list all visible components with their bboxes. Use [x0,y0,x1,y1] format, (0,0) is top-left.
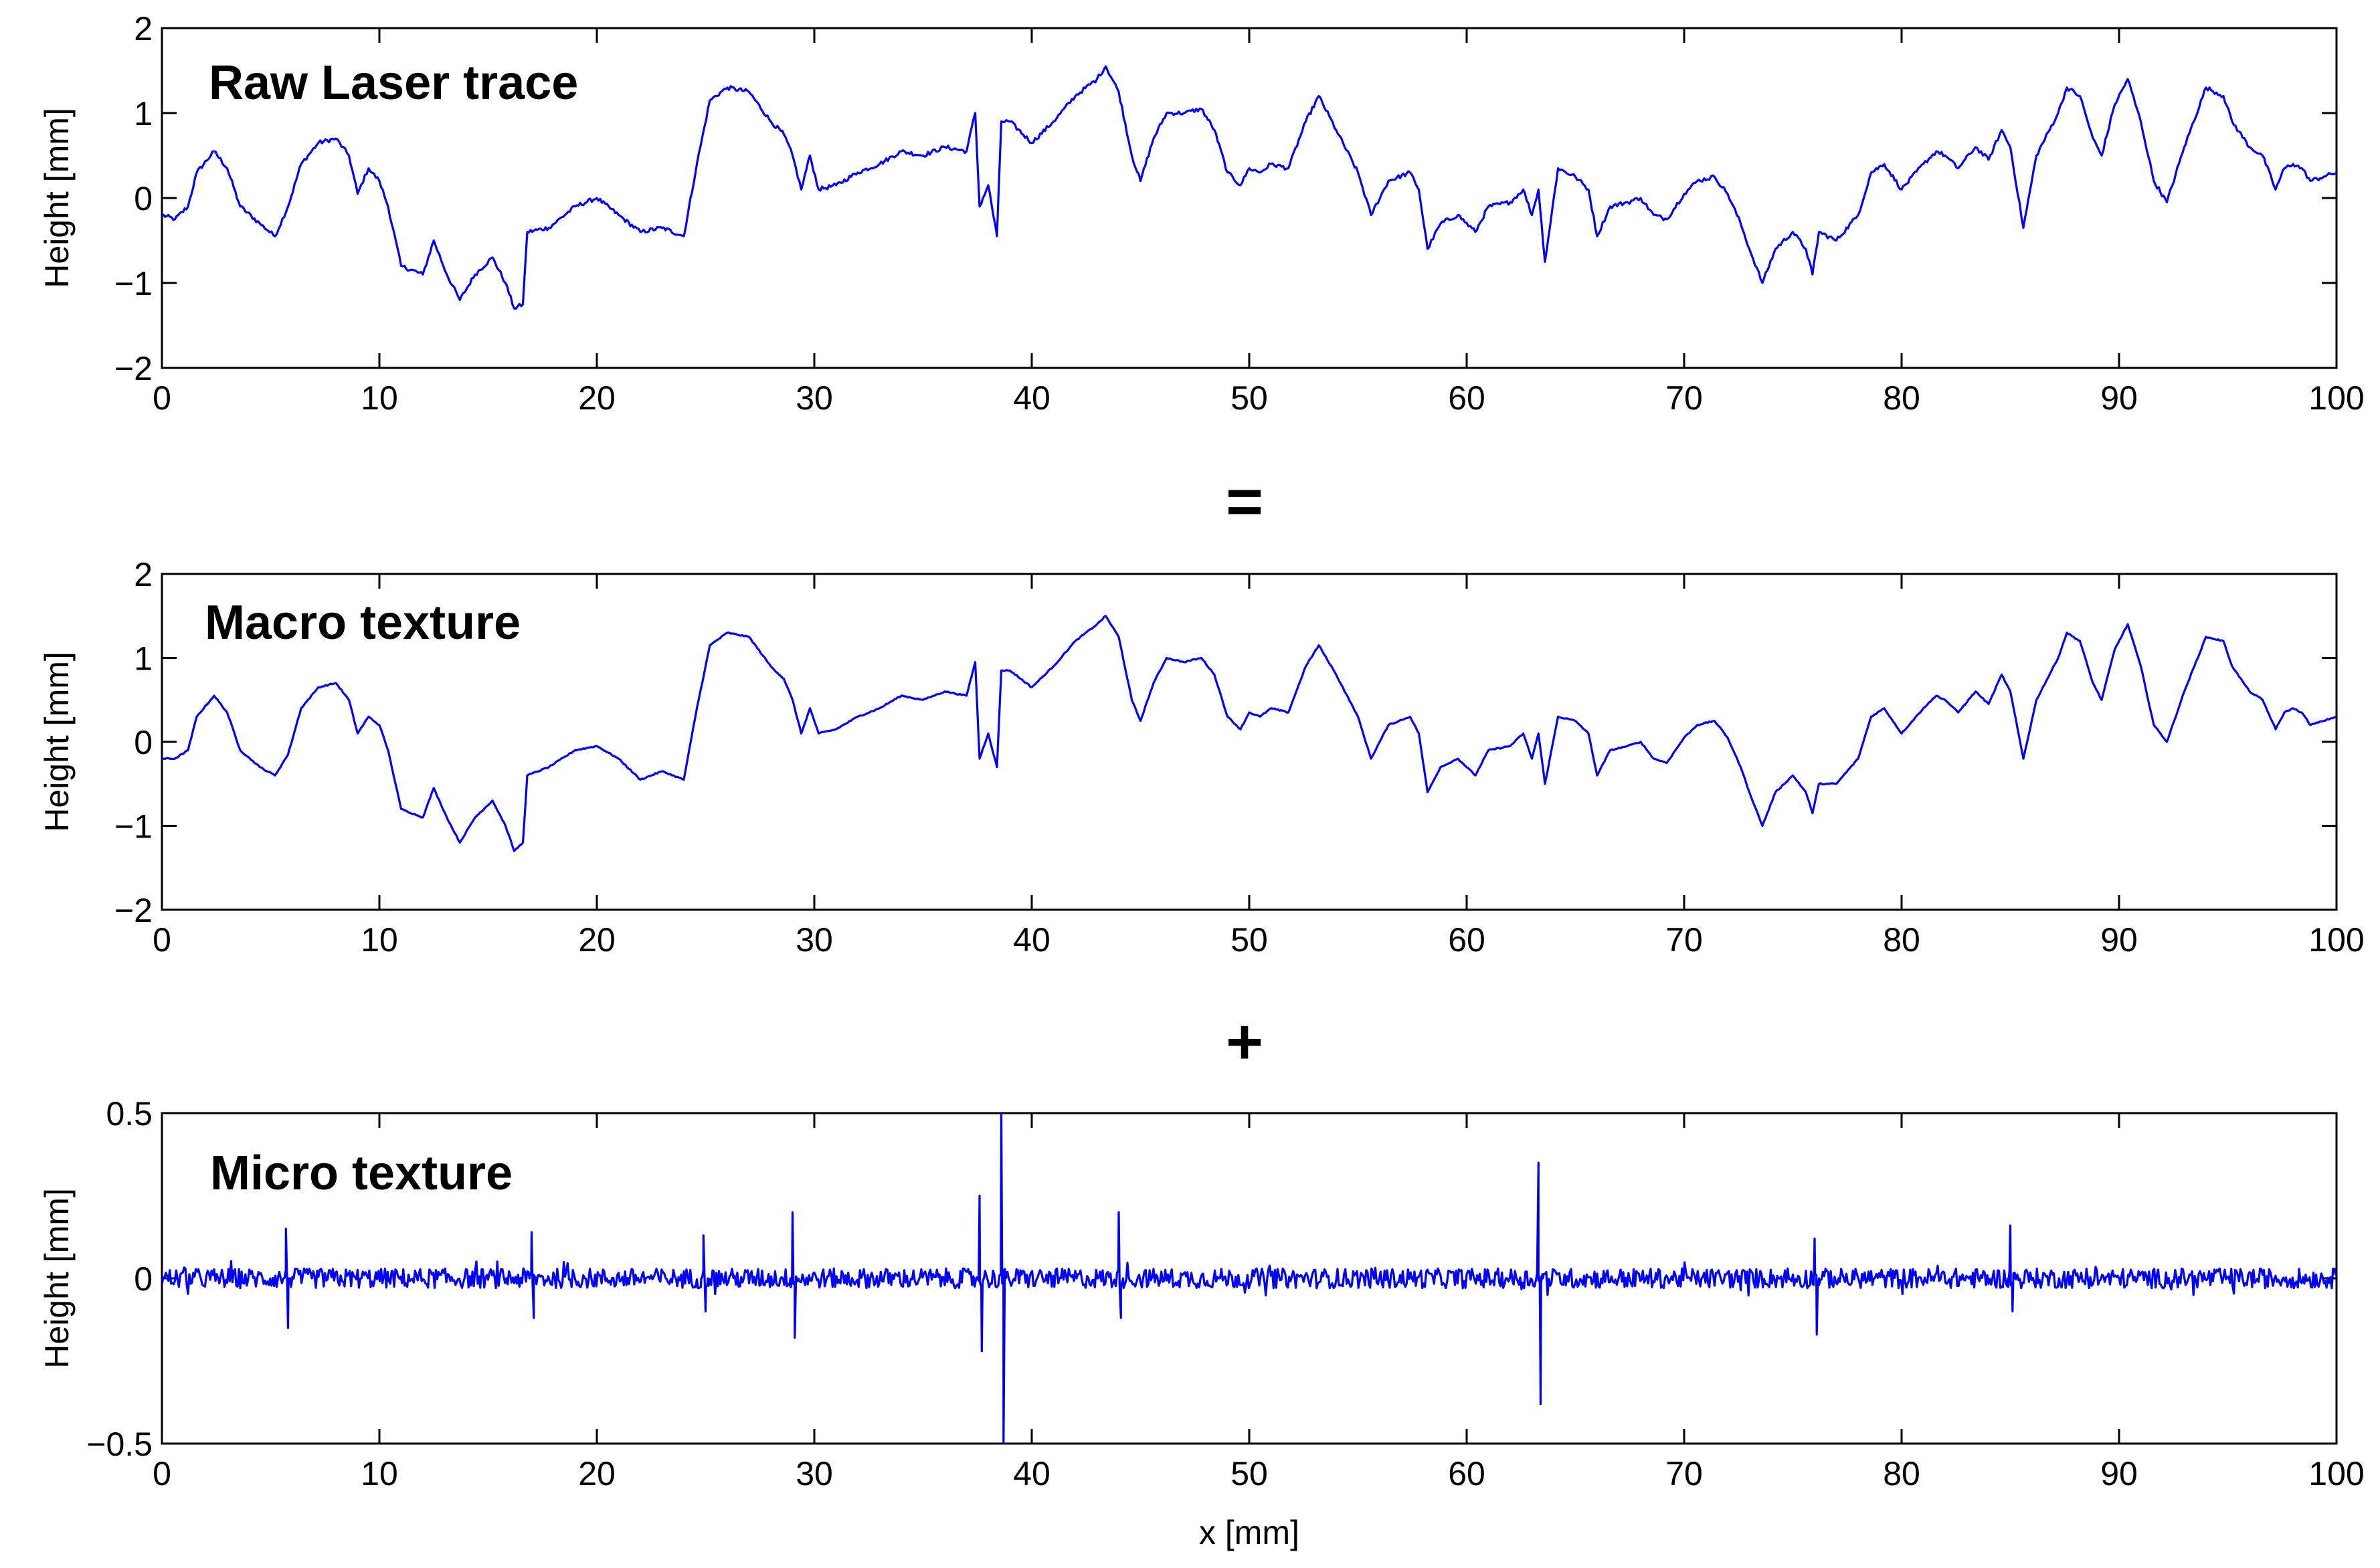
series-line-1 [162,1113,2337,1444]
y-tick-label: 0 [134,724,153,761]
y-tick-label: 0.5 [106,1095,153,1133]
y-tick-label: −2 [114,892,153,929]
y-tick-label: −0.5 [86,1426,153,1463]
chart-panel-1: 0 10 20 30 40 50 60 70 80 90 100 −2 −1 0 1 2 Height [mm]… [38,10,2365,417]
x-tick-label: 70 [1665,1455,1703,1492]
x-tick-label: 40 [1013,379,1050,417]
x-tick-label: 50 [1230,379,1268,417]
y-tick-label: −2 [114,350,153,387]
y-tick-label: −1 [114,808,153,846]
x-tick-label: 20 [578,921,616,959]
y-axis-label: Height [mm] [38,1188,76,1369]
panel-title: Macro texture [205,596,521,650]
x-tick-label: 90 [2100,921,2138,959]
y-axis-label: Height [mm] [38,652,76,832]
x-tick-label: 0 [153,921,171,959]
x-tick-label: 30 [796,379,833,417]
x-tick-label: 100 [2308,379,2364,417]
series-line-1 [162,65,2337,310]
x-tick-label: 30 [796,921,833,959]
x-axis-label: x [mm] [1199,1514,1299,1551]
x-tick-label: 0 [153,1455,171,1492]
x-tick-label: 70 [1665,921,1703,959]
y-tick-label: 2 [134,556,153,593]
x-tick-label: 100 [2308,1455,2364,1492]
x-tick-label: 80 [1883,379,1920,417]
x-tick-label: 50 [1230,921,1268,959]
x-tick-label: 20 [578,379,616,417]
x-tick-label: 60 [1448,921,1485,959]
y-axis-label: Height [mm] [38,108,76,288]
x-tick-label: 40 [1013,921,1050,959]
x-tick-label: 10 [361,1455,398,1492]
y-tick-label: 1 [134,95,153,132]
x-tick-label: 10 [361,379,398,417]
y-tick-label: 0 [134,180,153,217]
x-tick-label: 50 [1230,1455,1268,1492]
x-tick-label: 100 [2308,921,2364,959]
x-tick-label: 30 [796,1455,833,1492]
plus-operator: + [1226,1006,1263,1078]
panel-title: Raw Laser trace [209,56,578,110]
x-tick-label: 70 [1665,379,1703,417]
series-line-1 [162,615,2337,852]
y-tick-label: 1 [134,640,153,678]
x-tick-label: 0 [153,379,171,417]
x-tick-label: 90 [2100,1455,2138,1492]
x-tick-label: 40 [1013,1455,1050,1492]
y-tick-label: 0 [134,1260,153,1298]
x-tick-label: 80 [1883,1455,1920,1492]
panel-title: Micro texture [210,1147,513,1200]
x-tick-label: 60 [1448,379,1485,417]
x-tick-label: 90 [2100,379,2138,417]
x-tick-label: 60 [1448,1455,1485,1492]
chart-panel-2: 0 10 20 30 40 50 60 70 80 90 100 −2 −1 0 1 2 Height [mm]… [38,556,2365,959]
equals-operator: = [1226,466,1263,537]
x-tick-label: 10 [361,921,398,959]
y-tick-label: −1 [114,265,153,302]
x-tick-label: 20 [578,1455,616,1492]
y-tick-label: 2 [134,10,153,47]
x-tick-label: 80 [1883,921,1920,959]
